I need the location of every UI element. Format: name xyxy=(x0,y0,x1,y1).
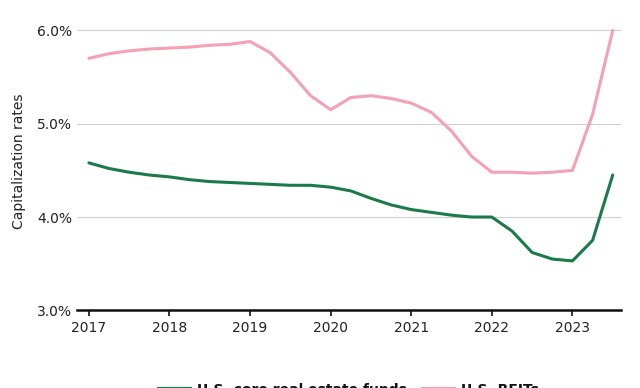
Y-axis label: Capitalization rates: Capitalization rates xyxy=(12,93,26,229)
Legend: U.S. core real estate funds, U.S. REITs: U.S. core real estate funds, U.S. REITs xyxy=(154,377,544,388)
